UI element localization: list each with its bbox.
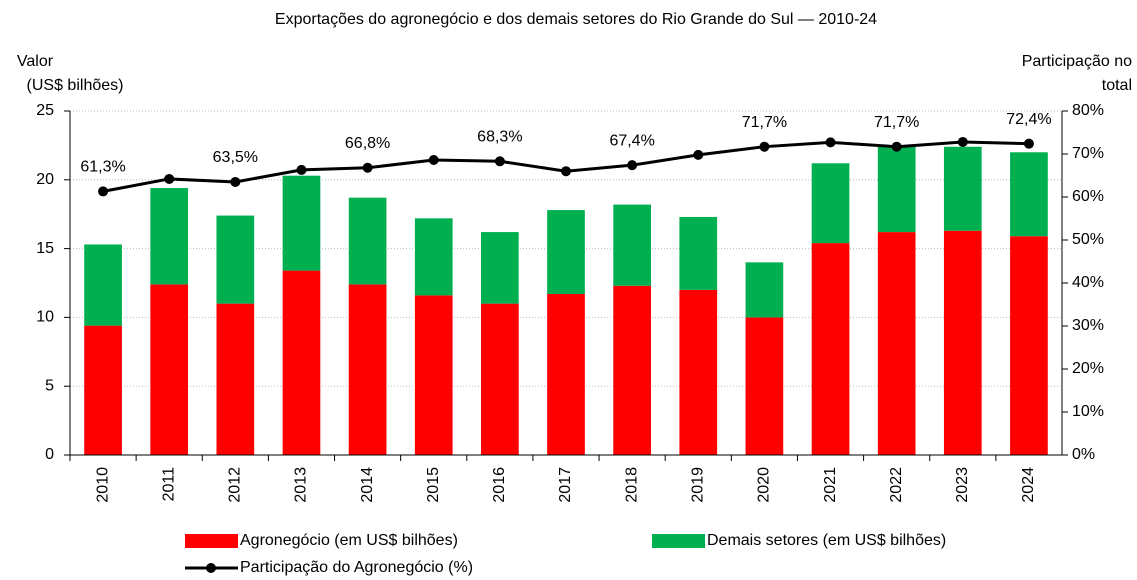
x-tick-label: 2010 bbox=[94, 467, 111, 503]
y2-tick-label: 50% bbox=[1072, 231, 1104, 248]
data-label: 61,3% bbox=[80, 159, 125, 176]
line-marker bbox=[428, 155, 439, 166]
line-marker bbox=[693, 149, 704, 160]
line-marker bbox=[362, 162, 373, 173]
data-label: 71,7% bbox=[874, 114, 919, 131]
y2-axis-title: total bbox=[1102, 77, 1132, 94]
bar bbox=[282, 175, 321, 271]
x-tick-label: 2018 bbox=[623, 467, 640, 503]
line-marker bbox=[561, 166, 571, 177]
line-marker bbox=[164, 173, 175, 184]
bar bbox=[811, 163, 850, 244]
line-marker bbox=[957, 136, 968, 147]
y2-tick-label: 10% bbox=[1072, 403, 1104, 420]
legend-label: Participação do Agronegócio (%) bbox=[240, 559, 473, 576]
bar bbox=[679, 216, 718, 290]
line-marker bbox=[891, 141, 902, 152]
bar bbox=[150, 188, 189, 285]
y2-axis-title: Participação no bbox=[1022, 53, 1132, 70]
bar bbox=[348, 197, 387, 285]
y2-tick-label: 70% bbox=[1072, 145, 1104, 162]
line-marker bbox=[1023, 138, 1034, 149]
y-tick-label: 25 bbox=[36, 102, 54, 119]
y2-tick-label: 80% bbox=[1072, 102, 1104, 119]
y2-tick-label: 20% bbox=[1072, 360, 1104, 377]
bar bbox=[150, 284, 189, 455]
x-tick-label: 2014 bbox=[359, 467, 376, 503]
bar bbox=[348, 284, 387, 455]
x-tick-label: 2019 bbox=[689, 467, 706, 503]
line-marker bbox=[627, 160, 638, 171]
y-tick-label: 15 bbox=[36, 240, 54, 257]
bar bbox=[84, 244, 122, 326]
bar bbox=[877, 232, 916, 455]
x-tick-label: 2012 bbox=[227, 467, 244, 503]
bar bbox=[1010, 152, 1048, 237]
bar bbox=[216, 303, 255, 455]
y2-tick-label: 0% bbox=[1072, 446, 1095, 463]
line-marker bbox=[494, 156, 505, 167]
x-tick-label: 2011 bbox=[160, 467, 177, 502]
bar bbox=[613, 204, 651, 286]
x-tick-label: 2016 bbox=[491, 467, 508, 503]
bar bbox=[811, 243, 850, 455]
x-tick-label: 2022 bbox=[888, 467, 905, 503]
line-marker bbox=[230, 176, 241, 187]
x-tick-label: 2024 bbox=[1020, 467, 1037, 503]
bar bbox=[282, 270, 321, 455]
data-label: 72,4% bbox=[1006, 111, 1051, 128]
x-tick-label: 2015 bbox=[425, 467, 442, 503]
legend-marker bbox=[206, 563, 216, 573]
y-tick-label: 5 bbox=[45, 377, 54, 394]
y2-tick-label: 60% bbox=[1072, 188, 1104, 205]
x-tick-label: 2020 bbox=[756, 467, 773, 503]
bar bbox=[84, 325, 122, 455]
data-label: 63,5% bbox=[213, 149, 258, 166]
bar bbox=[547, 210, 585, 295]
x-tick-label: 2021 bbox=[822, 467, 839, 503]
bar bbox=[613, 285, 651, 455]
bar bbox=[414, 218, 453, 296]
legend-label: Agronegócio (em US$ bilhões) bbox=[240, 532, 458, 549]
line-marker bbox=[825, 137, 836, 148]
line-marker bbox=[98, 186, 109, 197]
bar bbox=[745, 262, 784, 318]
x-tick-label: 2013 bbox=[293, 467, 310, 503]
bar bbox=[943, 146, 982, 231]
y-tick-label: 20 bbox=[36, 171, 54, 188]
bar bbox=[877, 145, 916, 233]
y2-tick-label: 40% bbox=[1072, 274, 1104, 291]
bar bbox=[679, 289, 718, 455]
bar bbox=[216, 215, 255, 304]
y2-tick-label: 30% bbox=[1072, 317, 1104, 334]
bar bbox=[481, 303, 519, 455]
data-label: 71,7% bbox=[742, 114, 787, 131]
bar bbox=[414, 295, 453, 455]
data-label: 68,3% bbox=[477, 129, 522, 146]
legend-swatch bbox=[185, 534, 238, 548]
bar bbox=[547, 294, 585, 455]
y-axis-title: (US$ bilhões) bbox=[27, 77, 124, 94]
chart-title: Exportações do agronegócio e dos demais … bbox=[275, 11, 877, 28]
x-tick-label: 2017 bbox=[557, 467, 574, 503]
legend-swatch bbox=[652, 534, 705, 548]
bar bbox=[943, 230, 982, 455]
y-tick-label: 0 bbox=[45, 446, 54, 463]
line-marker bbox=[759, 141, 770, 152]
data-label: 67,4% bbox=[609, 132, 654, 149]
bar bbox=[481, 232, 519, 304]
bar bbox=[1010, 236, 1048, 455]
y-axis-title: Valor bbox=[17, 53, 54, 70]
bar bbox=[745, 317, 784, 455]
x-tick-label: 2023 bbox=[954, 467, 971, 503]
legend-label: Demais setores (em US$ bilhões) bbox=[707, 532, 946, 549]
data-label: 66,8% bbox=[345, 135, 390, 152]
y-tick-label: 10 bbox=[36, 309, 54, 326]
line-marker bbox=[296, 164, 307, 175]
